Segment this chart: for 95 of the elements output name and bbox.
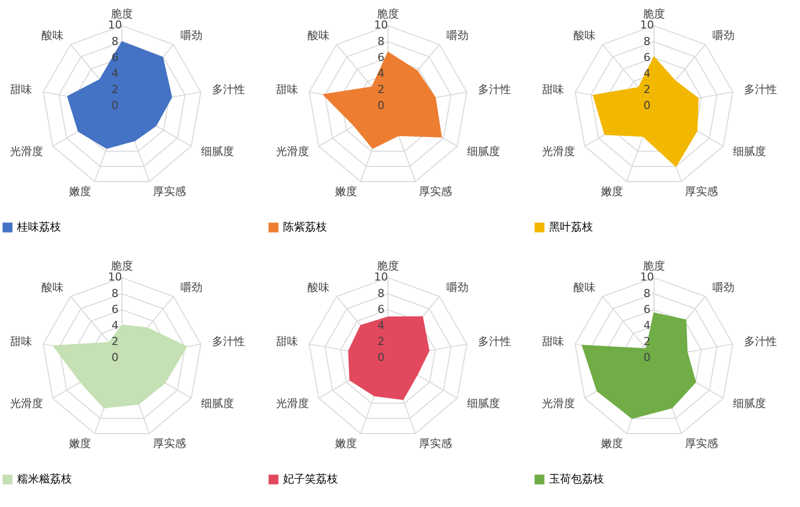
- y-tick-label: 6: [644, 302, 650, 316]
- y-tick-label: 0: [378, 351, 384, 364]
- spoke-label: 细腻度: [732, 144, 766, 158]
- y-tick-label: 0: [644, 99, 650, 112]
- spoke-label: 嚼劲: [712, 280, 735, 294]
- y-tick-label: 6: [378, 302, 384, 316]
- spoke-label: 脆度: [111, 7, 133, 20]
- spoke-label: 脆度: [377, 259, 399, 272]
- y-tick-label: 6: [378, 50, 384, 64]
- spoke-label: 嫩度: [600, 437, 623, 450]
- spoke-label: 多汁性: [212, 83, 245, 96]
- spoke-label: 细腻度: [200, 396, 234, 410]
- spoke-label: 多汁性: [478, 335, 511, 348]
- legend-label: 黑叶荔枝: [549, 220, 593, 234]
- spoke-label: 嚼劲: [712, 28, 735, 42]
- spoke-label: 光滑度: [276, 396, 310, 410]
- spoke-label: 光滑度: [542, 396, 576, 410]
- legend-label: 玉荷包荔枝: [549, 472, 604, 486]
- y-tick-label: 2: [378, 334, 384, 348]
- spoke-label: 光滑度: [276, 144, 310, 158]
- spoke-label: 酸味: [307, 280, 330, 294]
- spoke-label: 光滑度: [10, 396, 44, 410]
- legend-label: 糯米糍荔枝: [17, 472, 72, 486]
- spoke-label: 多汁性: [744, 335, 777, 348]
- spoke-label: 光滑度: [542, 144, 576, 158]
- y-tick-label: 10: [640, 270, 654, 284]
- spoke-label: 多汁性: [478, 83, 511, 96]
- spoke-label: 嚼劲: [446, 280, 469, 294]
- y-tick-label: 4: [644, 318, 650, 332]
- y-tick-label: 4: [112, 66, 118, 80]
- spoke-label: 酸味: [41, 280, 64, 294]
- spoke-label: 嫩度: [600, 185, 623, 198]
- spoke-label: 甜味: [542, 83, 564, 96]
- y-tick-label: 2: [378, 82, 384, 96]
- spoke-label: 细腻度: [466, 144, 500, 158]
- spoke-label: 甜味: [10, 335, 32, 348]
- y-tick-label: 8: [644, 286, 650, 300]
- spoke-label: 酸味: [573, 280, 596, 294]
- y-tick-label: 0: [378, 99, 384, 112]
- spoke-label: 酸味: [573, 28, 596, 42]
- legend-label: 陈紫荔枝: [283, 220, 327, 234]
- spoke-label: 细腻度: [732, 396, 766, 410]
- spoke-label: 嫩度: [68, 185, 91, 198]
- spoke-label: 厚实感: [153, 185, 186, 198]
- y-tick-label: 10: [108, 270, 122, 284]
- y-tick-label: 4: [378, 318, 384, 332]
- y-tick-label: 8: [644, 34, 650, 48]
- spoke-label: 厚实感: [153, 437, 186, 450]
- spoke-label: 酸味: [41, 28, 64, 42]
- spoke-label: 厚实感: [685, 185, 718, 198]
- y-tick-label: 6: [112, 50, 118, 64]
- y-tick-label: 10: [374, 270, 388, 284]
- y-tick-label: 8: [112, 34, 118, 48]
- spoke-label: 甜味: [276, 335, 298, 348]
- spoke-label: 厚实感: [685, 437, 718, 450]
- y-tick-label: 6: [644, 50, 650, 64]
- y-tick-label: 10: [108, 18, 122, 32]
- spoke-label: 嫩度: [68, 437, 91, 450]
- spoke-label: 嚼劲: [446, 28, 469, 42]
- spoke-label: 甜味: [10, 83, 32, 96]
- spoke-label: 嚼劲: [180, 28, 203, 42]
- spoke-label: 厚实感: [419, 185, 452, 198]
- spoke-label: 厚实感: [419, 437, 452, 450]
- spoke-label: 细腻度: [200, 144, 234, 158]
- legend-label: 桂味荔枝: [16, 220, 61, 234]
- spoke-label: 嚼劲: [180, 280, 203, 294]
- y-tick-label: 8: [378, 34, 384, 48]
- spoke-label: 甜味: [542, 335, 564, 348]
- spoke-label: 脆度: [377, 7, 399, 20]
- y-tick-label: 6: [112, 302, 118, 316]
- y-tick-label: 0: [112, 351, 118, 364]
- y-tick-label: 4: [378, 66, 384, 80]
- legend-label: 妃子笑荔枝: [283, 472, 338, 486]
- y-tick-label: 10: [640, 18, 654, 32]
- spoke-label: 多汁性: [212, 335, 245, 348]
- y-tick-label: 2: [644, 82, 650, 96]
- spoke-label: 酸味: [307, 28, 330, 42]
- spoke-label: 脆度: [643, 259, 665, 272]
- spoke-label: 嫩度: [334, 185, 357, 198]
- spoke-label: 细腻度: [466, 396, 500, 410]
- y-tick-label: 8: [112, 286, 118, 300]
- y-tick-label: 10: [374, 18, 388, 32]
- y-tick-label: 0: [112, 99, 118, 112]
- y-tick-label: 2: [112, 334, 118, 348]
- spoke-label: 甜味: [276, 83, 298, 96]
- spoke-label: 嫩度: [334, 437, 357, 450]
- y-tick-label: 0: [644, 351, 650, 364]
- spoke-label: 脆度: [111, 259, 133, 272]
- spoke-label: 脆度: [643, 7, 665, 20]
- y-tick-label: 4: [112, 318, 118, 332]
- spoke-label: 光滑度: [10, 144, 44, 158]
- y-tick-label: 8: [378, 286, 384, 300]
- y-tick-label: 4: [644, 66, 650, 80]
- spoke-label: 多汁性: [744, 83, 777, 96]
- y-tick-label: 2: [112, 82, 118, 96]
